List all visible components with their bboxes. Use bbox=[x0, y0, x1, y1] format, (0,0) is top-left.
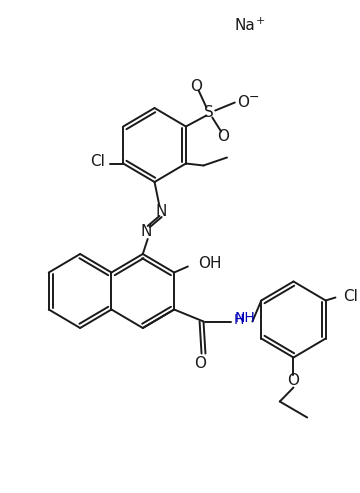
Text: −: − bbox=[249, 91, 260, 104]
Text: O: O bbox=[238, 95, 249, 110]
Text: Na: Na bbox=[235, 17, 256, 33]
Text: N: N bbox=[156, 204, 167, 218]
Text: N: N bbox=[140, 224, 152, 240]
Text: NH: NH bbox=[235, 312, 256, 325]
Text: Cl: Cl bbox=[90, 154, 105, 169]
Text: S: S bbox=[204, 105, 214, 120]
Text: Cl: Cl bbox=[343, 289, 358, 304]
Text: O: O bbox=[217, 129, 229, 144]
Text: OH: OH bbox=[198, 256, 221, 271]
Text: O: O bbox=[190, 79, 202, 94]
Text: H: H bbox=[234, 313, 244, 326]
Text: O: O bbox=[194, 356, 207, 371]
Text: O: O bbox=[288, 373, 300, 388]
Text: +: + bbox=[256, 16, 266, 26]
